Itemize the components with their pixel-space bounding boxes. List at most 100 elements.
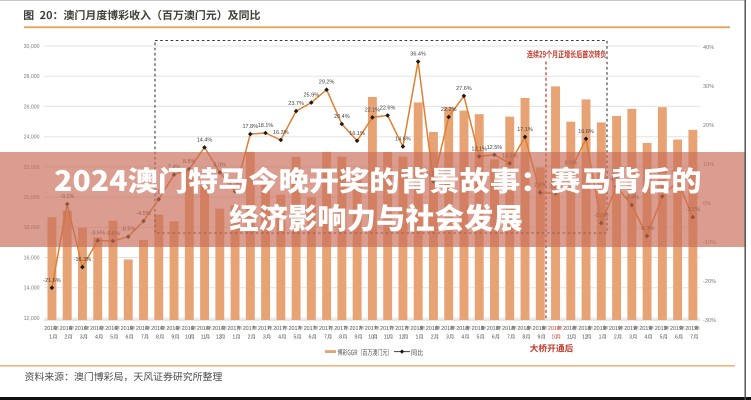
svg-text:14.4%: 14.4% [197,137,213,143]
svg-text:4: 4 [278,335,281,341]
svg-text:2016: 2016 [90,326,102,332]
svg-text:3: 3 [80,335,83,341]
svg-text:2016: 2016 [44,326,56,332]
svg-text:2018: 2018 [578,326,590,332]
svg-text:2: 2 [431,335,434,341]
svg-text:5: 5 [293,335,296,341]
svg-text:1: 1 [232,335,235,341]
svg-text:4: 4 [644,335,647,341]
svg-text:2: 2 [614,335,617,341]
svg-text:2017: 2017 [258,326,270,332]
svg-text:6: 6 [309,335,312,341]
svg-text:4: 4 [95,335,98,341]
svg-text:7: 7 [507,335,510,341]
svg-text:6: 6 [492,335,495,341]
svg-text:2017: 2017 [334,326,346,332]
svg-text:16.3%: 16.3% [273,130,289,136]
svg-text:2018: 2018 [456,326,468,332]
svg-text:28,000: 28,000 [24,74,40,80]
svg-text:16,000: 16,000 [24,255,40,261]
svg-text:17.1%: 17.1% [517,127,533,133]
svg-text:11: 11 [384,335,389,341]
svg-text:14.6%: 14.6% [395,137,411,143]
svg-text:2016: 2016 [105,326,117,332]
svg-text:6: 6 [126,335,129,341]
svg-text:2019: 2019 [594,326,606,332]
svg-text:8: 8 [522,335,525,341]
svg-text:16.6%: 16.6% [578,129,594,135]
svg-text:14,000: 14,000 [24,286,40,292]
svg-text:9: 9 [354,335,357,341]
svg-text:2018: 2018 [411,326,423,332]
svg-text:6: 6 [675,335,678,341]
svg-text:9: 9 [171,335,174,341]
svg-text:16.1%: 16.1% [349,131,365,137]
svg-text:12.5%: 12.5% [487,145,503,151]
svg-text:8: 8 [339,335,342,341]
svg-text:23.7%: 23.7% [288,101,304,107]
svg-text:2017: 2017 [365,326,377,332]
svg-text:7: 7 [324,335,327,341]
svg-text:7: 7 [690,335,693,341]
svg-text:2016: 2016 [197,326,209,332]
svg-text:2017: 2017 [289,326,301,332]
svg-text:1: 1 [49,335,52,341]
svg-text:2017: 2017 [395,326,407,332]
svg-text:2016: 2016 [60,326,72,332]
svg-text:9: 9 [538,335,541,341]
svg-text:2018: 2018 [548,326,560,332]
svg-text:12: 12 [216,335,222,341]
svg-text:26,000: 26,000 [24,104,40,110]
svg-text:-21.6%: -21.6% [43,278,61,284]
svg-text:2: 2 [65,335,68,341]
svg-text:2019: 2019 [639,326,651,332]
svg-text:2019: 2019 [655,326,667,332]
svg-text:2018: 2018 [472,326,484,332]
svg-text:3: 3 [629,335,632,341]
svg-text:-16.3%: -16.3% [74,257,92,263]
svg-text:2019: 2019 [670,326,682,332]
svg-text:2016: 2016 [136,326,148,332]
svg-text:2018: 2018 [441,326,453,332]
svg-text:2017: 2017 [350,326,362,332]
svg-text:12.1%: 12.1% [471,146,487,152]
svg-text:2017: 2017 [380,326,392,332]
svg-text:12: 12 [399,335,405,341]
svg-text:2017: 2017 [243,326,255,332]
svg-text:2017: 2017 [273,326,285,332]
svg-text:7: 7 [141,335,144,341]
svg-text:1: 1 [599,335,602,341]
svg-text:22.2%: 22.2% [441,107,457,113]
svg-text:12,000: 12,000 [24,316,40,322]
svg-text:10: 10 [551,335,557,341]
svg-text:2016: 2016 [121,326,133,332]
svg-text:22.6%: 22.6% [380,105,396,111]
svg-text:2018: 2018 [563,326,575,332]
svg-text:2019: 2019 [624,326,636,332]
svg-text:2: 2 [248,335,251,341]
svg-text:20.4%: 20.4% [334,114,350,120]
svg-text:-30%: -30% [703,318,716,324]
svg-text:3: 3 [446,335,449,341]
svg-text:2016: 2016 [182,326,194,332]
svg-text:2017: 2017 [227,326,239,332]
svg-text:3: 3 [263,335,266,341]
svg-text:2019: 2019 [685,326,697,332]
svg-text:2018: 2018 [533,326,545,332]
svg-text:5: 5 [110,335,113,341]
svg-text:2016: 2016 [166,326,178,332]
svg-text:5: 5 [660,335,663,341]
svg-text:18.1%: 18.1% [258,123,274,129]
svg-text:2018: 2018 [517,326,529,332]
svg-text:25.9%: 25.9% [303,93,319,99]
svg-text:-20%: -20% [703,279,716,285]
svg-text:20%: 20% [703,123,714,129]
svg-text:2018: 2018 [502,326,514,332]
svg-text:22.1%: 22.1% [365,107,381,113]
svg-text:17.8%: 17.8% [242,124,258,130]
svg-text:4: 4 [461,335,464,341]
svg-text:11: 11 [201,335,206,341]
svg-text:2018: 2018 [487,326,499,332]
svg-text:30,000: 30,000 [24,44,40,50]
svg-text:2016: 2016 [75,326,87,332]
